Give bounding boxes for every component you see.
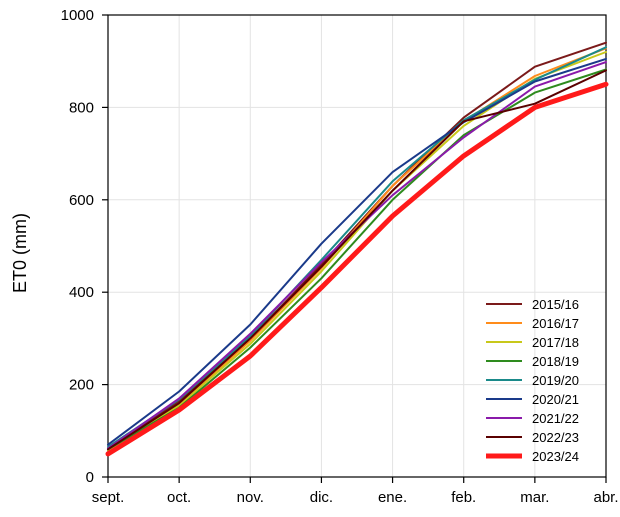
x-tick-label: abr.	[593, 489, 618, 506]
legend-label: 2023/24	[532, 449, 579, 464]
legend-label: 2018/19	[532, 354, 579, 369]
y-tick-label: 400	[69, 284, 94, 301]
series-line	[105, 81, 609, 457]
legend-label: 2015/16	[532, 297, 579, 312]
y-tick-label: 0	[86, 469, 94, 486]
legend-label: 2017/18	[532, 335, 579, 350]
x-tick-label: dic.	[310, 489, 333, 506]
y-tick-label: 600	[69, 192, 94, 209]
legend-label: 2019/20	[532, 373, 579, 388]
x-tick-label: nov.	[237, 489, 264, 506]
series-line	[107, 69, 607, 451]
legend: 2015/16 2016/17 2017/18 2018/19 2019/20 2020/…	[486, 297, 579, 464]
y-axis-label: ET0 (mm)	[10, 213, 30, 293]
x-tick-label: feb.	[451, 489, 476, 506]
plot-border	[107, 14, 607, 478]
y-tick-label: 200	[69, 377, 94, 394]
legend-label: 2022/23	[532, 430, 579, 445]
y-tick-label: 1000	[61, 7, 94, 24]
series-line	[107, 57, 607, 446]
x-tick-label: ene.	[378, 489, 407, 506]
y-tick-label: 800	[69, 99, 94, 116]
legend-label: 2021/22	[532, 411, 579, 426]
x-tick-label: mar.	[520, 489, 549, 506]
axis-ticks: 0 200 400 600 800 1000 sept. oct. nov. dic. ene. fe…	[61, 7, 619, 506]
x-tick-label: sept.	[92, 489, 125, 506]
series-line	[107, 41, 607, 450]
x-tick-label: oct.	[167, 489, 191, 506]
legend-label: 2020/21	[532, 392, 579, 407]
series-lines	[105, 41, 609, 457]
legend-label: 2016/17	[532, 316, 579, 331]
series-line	[107, 68, 607, 451]
plot-frame	[107, 14, 607, 478]
